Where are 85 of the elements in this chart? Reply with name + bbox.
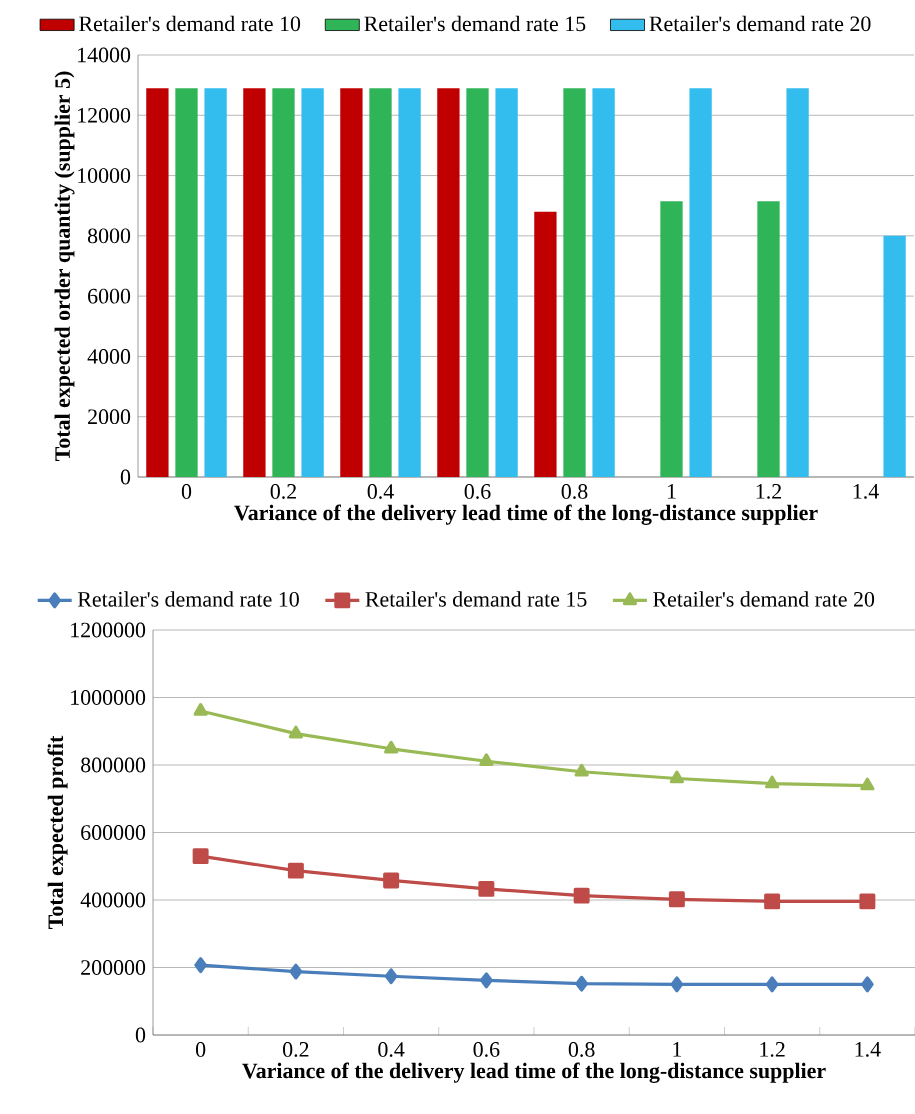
point bbox=[383, 872, 400, 889]
x-tick-label: 0.8 bbox=[568, 1042, 595, 1057]
bar bbox=[175, 88, 198, 477]
x-tick-label: 1.4 bbox=[855, 1042, 881, 1057]
x-axis-title: Variance of the delivery lead time of the long-distance supplier bbox=[234, 504, 818, 525]
y-axis-title: Total expected order quantity (supplier 5) bbox=[54, 71, 75, 461]
point bbox=[859, 893, 876, 910]
bar bbox=[563, 88, 586, 477]
point bbox=[384, 740, 399, 754]
point bbox=[479, 972, 493, 989]
y-tick-label: 8000 bbox=[87, 228, 131, 244]
bar bbox=[495, 88, 518, 477]
legend-label: Retailer's demand rate 20 bbox=[649, 15, 871, 32]
x-tick-label: 1.2 bbox=[756, 484, 781, 499]
point bbox=[574, 763, 589, 777]
bar bbox=[398, 88, 421, 477]
point bbox=[860, 976, 874, 993]
point bbox=[479, 753, 494, 767]
x-tick-label: 0 bbox=[195, 1042, 206, 1057]
legend-label: Retailer's demand rate 20 bbox=[653, 591, 875, 607]
point bbox=[668, 891, 685, 908]
y-tick-label: 0 bbox=[135, 1027, 146, 1043]
point bbox=[573, 887, 590, 904]
point bbox=[669, 770, 684, 784]
x-tick-label: 0 bbox=[181, 484, 192, 499]
legend-label: Retailer's demand rate 10 bbox=[79, 15, 301, 32]
legend-label: Retailer's demand rate 15 bbox=[365, 591, 587, 607]
legend-label: Retailer's demand rate 15 bbox=[364, 15, 586, 32]
bar bbox=[883, 235, 906, 477]
bar bbox=[301, 88, 324, 477]
x-tick-label: 0.2 bbox=[270, 484, 296, 499]
x-tick-label: 1 bbox=[667, 484, 676, 499]
bar bbox=[757, 201, 780, 477]
point bbox=[765, 775, 780, 789]
bar bbox=[786, 88, 809, 477]
bar bbox=[689, 88, 712, 477]
x-tick-label: 0.4 bbox=[378, 1042, 405, 1057]
point bbox=[193, 703, 208, 716]
y-tick-label: 400000 bbox=[80, 892, 146, 908]
y-tick-label: 2000 bbox=[88, 409, 131, 425]
point bbox=[670, 976, 684, 993]
x-tick-label: 0.8 bbox=[561, 484, 588, 499]
y-tick-label: 600000 bbox=[81, 825, 146, 840]
y-tick-label: 12000 bbox=[78, 107, 131, 123]
y-tick-label: 200000 bbox=[81, 960, 146, 975]
point bbox=[289, 963, 303, 980]
y-tick-label: 10000 bbox=[78, 168, 131, 183]
y-tick-label: 1000000 bbox=[71, 690, 146, 705]
bar bbox=[369, 88, 392, 477]
x-tick-label: 1 bbox=[673, 1042, 682, 1057]
bar bbox=[146, 88, 169, 477]
point bbox=[860, 777, 875, 791]
y-tick-label: 14000 bbox=[78, 47, 131, 63]
x-tick-label: 1.2 bbox=[760, 1042, 785, 1057]
x-tick-label: 0.4 bbox=[367, 484, 394, 499]
y-axis-title: Total expected profit bbox=[47, 735, 68, 929]
y-tick-label: 4000 bbox=[87, 349, 131, 364]
point bbox=[765, 976, 779, 993]
y-tick-label: 800000 bbox=[81, 757, 146, 773]
point bbox=[384, 968, 398, 985]
bar bbox=[437, 88, 460, 477]
bar bbox=[204, 88, 227, 477]
bar bbox=[592, 88, 615, 477]
bar bbox=[466, 88, 489, 477]
point bbox=[764, 893, 781, 910]
bar bbox=[340, 88, 363, 477]
x-tick-label: 0.2 bbox=[283, 1042, 309, 1057]
bar bbox=[534, 211, 557, 477]
point bbox=[287, 862, 304, 879]
bar bbox=[272, 88, 295, 477]
bar bbox=[243, 88, 266, 477]
point bbox=[194, 957, 208, 974]
y-tick-label: 6000 bbox=[88, 288, 131, 304]
point bbox=[288, 725, 303, 739]
y-tick-label: 1200000 bbox=[71, 622, 146, 638]
point bbox=[192, 848, 209, 865]
point bbox=[478, 880, 495, 897]
x-tick-label: 0.6 bbox=[473, 1042, 500, 1057]
y-tick-label: 0 bbox=[120, 469, 131, 485]
x-tick-label: 1.4 bbox=[853, 484, 879, 499]
bar bbox=[660, 201, 683, 477]
x-axis-title: Variance of the delivery lead time of the long-distance supplier bbox=[242, 1062, 826, 1083]
x-tick-label: 0.6 bbox=[464, 484, 491, 499]
legend-label: Retailer's demand rate 10 bbox=[77, 591, 299, 607]
point bbox=[575, 975, 589, 992]
